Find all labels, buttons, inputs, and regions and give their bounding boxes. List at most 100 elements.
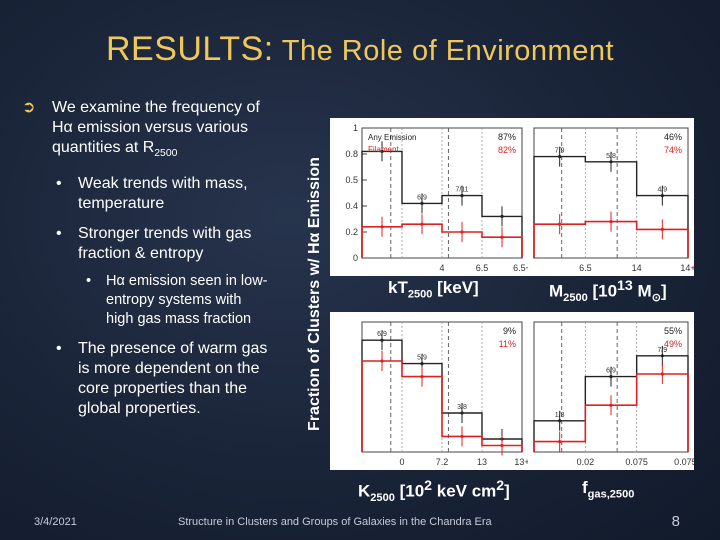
data-point: [420, 362, 424, 366]
bullet-halpha-text: Hα emission seen in low-entropy systems …: [106, 273, 268, 328]
y-tick-label: 0.2: [345, 227, 358, 237]
bullet-main: ➲ We examine the frequency of Hα emissio…: [22, 98, 272, 164]
x-label-main: M: [549, 281, 564, 301]
footer-center: Structure in Clusters and Groups of Gala…: [178, 516, 492, 528]
x-label-sub: gas,2500: [587, 488, 635, 501]
bullet-strong: • Stronger trends with gas fraction & en…: [22, 224, 272, 264]
histogram-svg: 0 7.2 13 13+ 6/9 5/9 3/8 9% 11%: [361, 321, 530, 467]
data-point: [460, 230, 464, 234]
x-label-sub: 2500: [563, 292, 588, 305]
x-tick-label: 14: [632, 263, 642, 273]
overall-filament: 82%: [498, 145, 516, 155]
data-point: [500, 235, 504, 239]
data-point: [609, 403, 613, 407]
x-label-gas-fraction: fgas,2500: [582, 478, 634, 500]
data-point: [420, 375, 424, 379]
slide-title: RESULTS: The Role of Environment: [0, 30, 720, 69]
overall-filament: 49%: [664, 339, 682, 349]
x-label-end: ]: [504, 481, 510, 501]
title-rest: The Role of Environment: [273, 35, 615, 67]
overall-any-emission: 55%: [664, 326, 682, 336]
data-point: [500, 443, 504, 448]
y-tick-label: 0.8: [345, 149, 358, 159]
bullet-main-text: We examine the frequency of Hα emission …: [52, 99, 260, 156]
bullet-dot-icon: •: [56, 340, 62, 358]
fraction-label: 6/9: [377, 331, 387, 338]
legend-filament: Filament: [368, 145, 399, 154]
data-point: [420, 222, 424, 226]
legend-any-emission: Any Emission: [368, 133, 416, 142]
data-point: [558, 440, 562, 444]
x-tick-label: 6.5: [476, 263, 489, 273]
x-tick-label: 0.075+: [674, 457, 694, 467]
data-point: [609, 220, 613, 224]
x-tick-label: 0: [399, 457, 404, 467]
fraction-label: 1/8: [555, 412, 565, 419]
fraction-label: 5/8: [606, 153, 616, 160]
x-label-sun: ⊙: [651, 292, 661, 305]
page-number: 8: [671, 513, 680, 530]
x-label-sup2: 2: [496, 478, 505, 494]
x-label-main: f: [582, 478, 588, 497]
bullet-list: ➲ We examine the frequency of Hα emissio…: [22, 98, 272, 419]
bullet-dot-icon: •: [56, 225, 62, 243]
fraction-label: 6/9: [606, 368, 616, 375]
data-point: [558, 155, 562, 159]
data-point: [558, 222, 562, 226]
data-point: [660, 227, 664, 231]
x-label-rest2: M: [632, 281, 652, 301]
data-point: [460, 434, 464, 438]
x-label-sub: 2500: [407, 288, 433, 301]
bullet-dot-icon: •: [56, 175, 62, 193]
x-tick-label: 13: [477, 457, 487, 467]
data-point: [380, 359, 384, 363]
x-label-entropy: K2500 [102 keV cm2]: [358, 478, 510, 504]
y-axis-label: Fraction of Clusters w/ Hα Emission: [306, 157, 323, 431]
x-tick-label: 0.02: [577, 457, 595, 467]
overall-filament: 74%: [664, 145, 682, 155]
x-label-temperature: kT2500 [keV]: [388, 278, 479, 300]
x-label-sup: 13: [617, 278, 633, 294]
data-point: [609, 375, 613, 379]
fraction-label: 4/9: [657, 187, 667, 194]
x-label-rest: [10: [394, 481, 425, 501]
fraction-label: 5/9: [417, 355, 427, 362]
x-tick-label: 7.2: [436, 457, 449, 467]
y-tick-label: 0.5: [345, 175, 358, 185]
histogram-svg: 0.02 0.075 0.075+ 1/8 6/9 7/9 55% 49%: [533, 321, 702, 467]
data-point: [609, 160, 613, 164]
x-tick-label: 4: [439, 263, 444, 273]
any-emission-series: [533, 155, 689, 258]
data-point: [380, 225, 384, 229]
chart-panel-gas-fraction: 0.02 0.075 0.075+ 1/8 6/9 7/9 55% 49%: [528, 312, 702, 470]
title-strong: RESULTS:: [105, 30, 274, 68]
overall-any-emission: 87%: [498, 132, 516, 142]
fraction-label: 7/9: [657, 347, 667, 354]
x-label-main: K: [358, 481, 371, 501]
overall-filament: 11%: [499, 339, 516, 349]
x-label-rest: [10: [587, 281, 618, 301]
fraction-label: 6/9: [417, 194, 427, 201]
chart-panel-entropy: 0 7.2 13 13+ 6/9 5/9 3/8 9% 11%: [330, 312, 530, 470]
data-point: [380, 149, 384, 153]
x-label-main: kT: [388, 278, 408, 297]
x-tick-label: 6.5+: [513, 263, 528, 273]
bullet-dot-icon: •: [86, 273, 92, 290]
x-tick-label: 0.075: [625, 457, 648, 467]
x-tick-label: 14+: [680, 263, 694, 273]
data-point: [660, 194, 664, 198]
x-label-sub: 2500: [370, 492, 395, 505]
data-point: [660, 354, 664, 358]
x-label-end: ]: [660, 281, 667, 301]
x-label-mass: M2500 [1013 M⊙]: [549, 278, 667, 304]
chart-panel-mass: 6.5 14 14+ 7/9 5/8 4/9 46% 74%: [528, 118, 696, 276]
bullet-warmgas: • The presence of warm gas is more depen…: [22, 339, 272, 419]
y-tick-label: 0: [353, 253, 358, 263]
data-point: [460, 194, 464, 198]
bullet-arrow-icon: ➲: [22, 99, 36, 116]
x-label-rest2: keV cm: [432, 481, 497, 501]
x-label-sup: 2: [424, 478, 433, 494]
bullet-strong-text: Stronger trends with gas fraction & entr…: [78, 225, 252, 263]
data-point: [460, 411, 464, 415]
data-point: [500, 214, 504, 218]
